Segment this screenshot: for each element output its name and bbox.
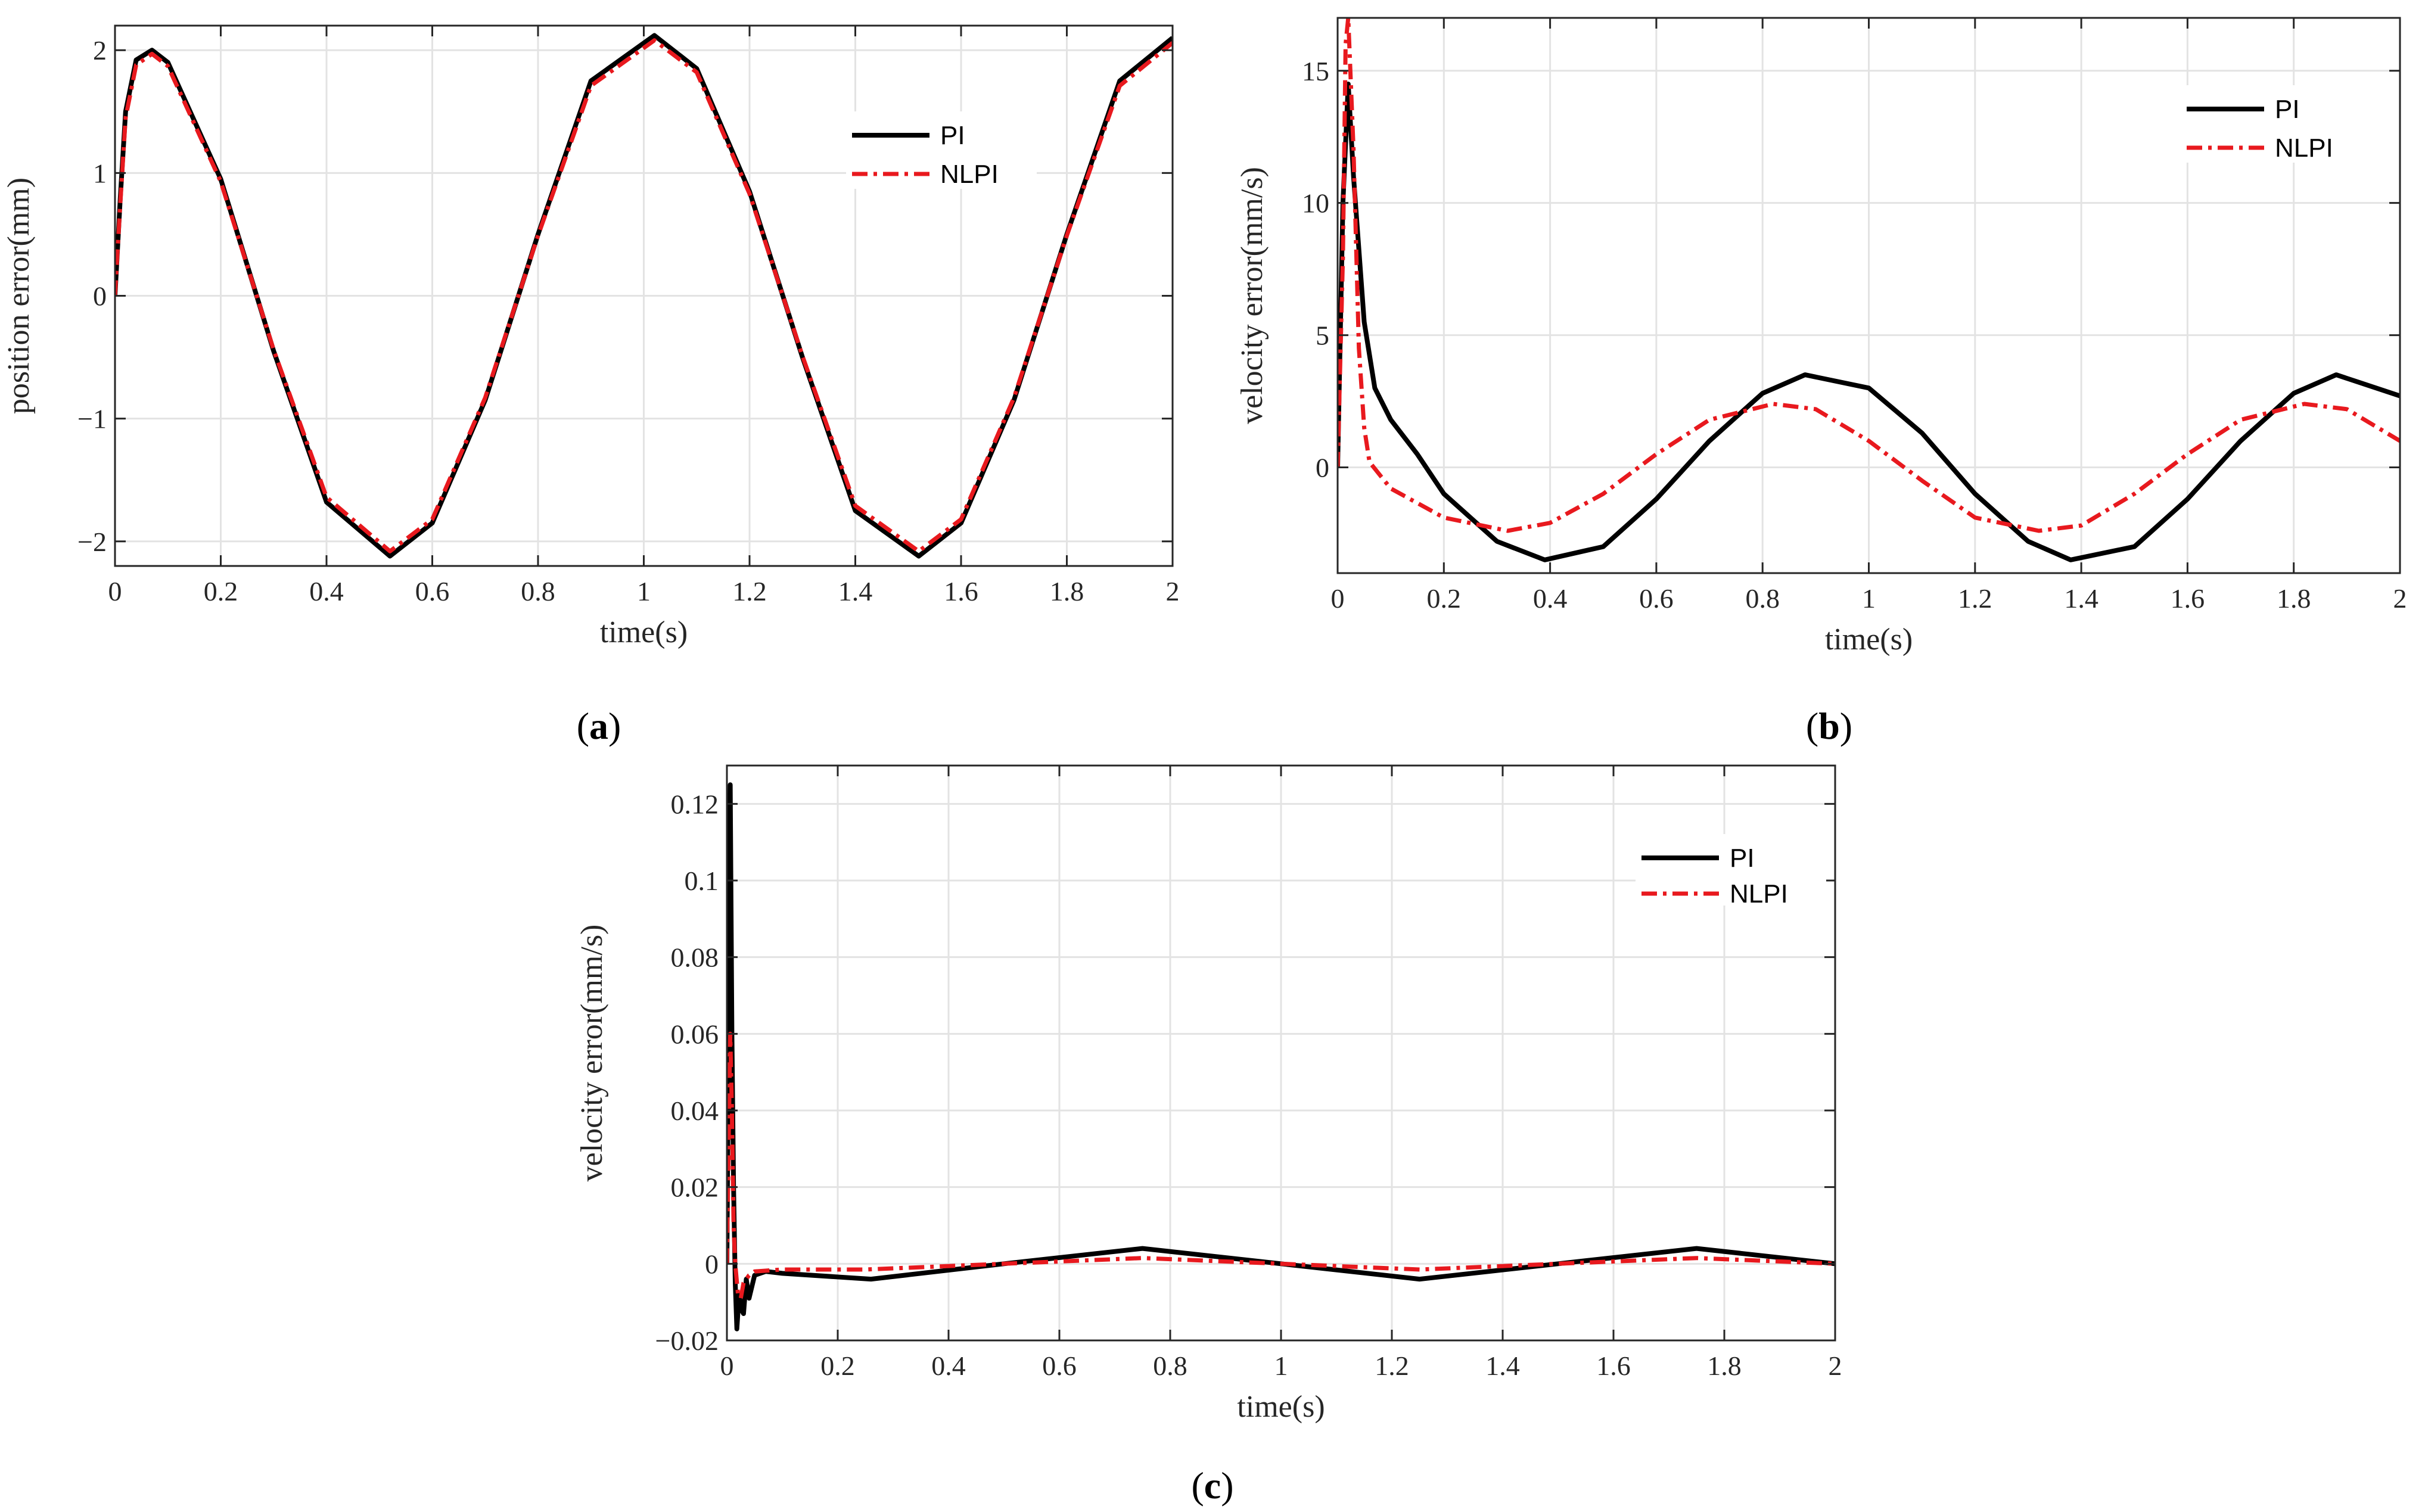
x-tick-label: 1 [1862, 583, 1876, 614]
y-tick-label: 0.06 [671, 1019, 719, 1049]
x-tick-label: 0 [108, 576, 122, 606]
y-tick-label: 0.12 [671, 789, 719, 819]
series-group [1338, 18, 2400, 562]
series-group [727, 782, 1835, 1331]
x-tick-label: 1.4 [2064, 583, 2098, 614]
legend-box [1636, 834, 1826, 906]
y-axis-label: velocity error(mm/s) [1235, 167, 1269, 424]
grid [1336, 18, 2401, 573]
y-tick-label: −1 [77, 404, 107, 434]
series-line-nlpi [1338, 18, 2400, 533]
caption-letter: b [1818, 705, 1840, 747]
y-axis-label: velocity error(mm/s) [575, 925, 609, 1182]
y-tick-label: 1 [93, 158, 107, 188]
legend-label-nlpi: NLPI [2275, 133, 2333, 163]
x-tick-label: 0 [1331, 583, 1345, 614]
y-tick-label: 0.02 [671, 1172, 719, 1203]
y-axis-label: position error(mm) [2, 178, 36, 414]
x-tick-label: 0.8 [1745, 583, 1780, 614]
x-tick-label: 0 [720, 1351, 734, 1381]
series-line-pi [1338, 82, 2400, 562]
y-tick-label: 15 [1302, 56, 1329, 86]
x-tick-label: 0.2 [204, 576, 238, 606]
y-tick-label: 2 [93, 35, 107, 66]
caption-letter: a [589, 705, 608, 747]
caption-close: ) [1840, 705, 1852, 747]
caption-open: ( [1806, 705, 1818, 747]
series-line-nlpi [115, 38, 1173, 553]
legend-box [846, 111, 1037, 189]
y-tick-label: −2 [77, 527, 107, 557]
panel-caption: (a) [577, 705, 621, 747]
x-tick-label: 1.6 [944, 576, 978, 606]
caption-letter: c [1204, 1464, 1221, 1507]
series-line-pi [115, 33, 1173, 559]
legend-label-nlpi: NLPI [940, 160, 999, 189]
legend: PI NLPI [846, 111, 1037, 189]
x-tick-label: 0.4 [1533, 583, 1568, 614]
legend: PI NLPI [2181, 85, 2377, 163]
y-tick-label: 0 [1316, 452, 1329, 483]
x-tick-label: 1.8 [1050, 576, 1084, 606]
x-tick-label: 0.4 [931, 1351, 966, 1381]
x-tick-label: 0.8 [1153, 1351, 1187, 1381]
x-tick-label: 2 [1166, 576, 1180, 606]
x-tick-label: 1.8 [1707, 1351, 1742, 1381]
x-tick-label: 1.2 [1958, 583, 1992, 614]
x-tick-label: 2 [1829, 1351, 1842, 1381]
x-tick-label: 1 [637, 576, 651, 606]
y-tick-label: 5 [1316, 321, 1329, 351]
x-axis-label: time(s) [1825, 623, 1913, 657]
x-tick-label: 0.2 [1427, 583, 1462, 614]
x-axis-label: time(s) [1237, 1390, 1325, 1424]
x-tick-label: 0.4 [309, 576, 344, 606]
legend-label-pi: PI [1730, 844, 1755, 873]
x-tick-label: 1 [1274, 1351, 1288, 1381]
y-tick-label: 0.08 [671, 942, 719, 973]
legend-box [2181, 85, 2377, 163]
y-tick-label: 0 [705, 1249, 719, 1279]
caption-close: ) [608, 705, 621, 747]
y-tick-label: 10 [1302, 188, 1329, 219]
series-group [115, 33, 1173, 559]
legend-label-pi: PI [940, 121, 965, 150]
caption-open: ( [1191, 1464, 1204, 1507]
x-tick-label: 2 [2393, 583, 2407, 614]
caption-close: ) [1221, 1464, 1233, 1507]
y-tick-label: −0.02 [655, 1326, 719, 1356]
legend-label-nlpi: NLPI [1730, 879, 1788, 909]
x-tick-label: 1.4 [1485, 1351, 1520, 1381]
y-tick-label: 0.04 [671, 1096, 719, 1126]
x-axis-label: time(s) [600, 615, 688, 649]
chart-panel-b: 0 0.2 0.4 0.6 0.8 1 1.2 1.4 1.6 1.8 2 0 5 10 15 time(s)… [1235, 17, 2407, 747]
series-line-nlpi [727, 1031, 1835, 1301]
chart-panel-a: 0 0.2 0.4 0.6 0.8 1 1.2 1.4 1.6 1.8 2 −2 −1 0 1 2 time(s… [2, 24, 1180, 747]
legend-label-pi: PI [2275, 95, 2300, 124]
x-tick-label: 0.8 [521, 576, 555, 606]
x-tick-label: 0.6 [1639, 583, 1674, 614]
chart-panel-c: 0 0.2 0.4 0.6 0.8 1 1.2 1.4 1.6 1.8 2−0.0200.020.0… [575, 764, 1842, 1507]
x-tick-label: 1.4 [838, 576, 873, 606]
grid [114, 26, 1174, 566]
y-tick-label: 0.1 [685, 866, 719, 896]
x-tick-label: 0.6 [415, 576, 450, 606]
x-tick-label: 1.2 [1375, 1351, 1409, 1381]
x-tick-label: 1.8 [2277, 583, 2311, 614]
panel-caption: (b) [1806, 705, 1852, 747]
panel-caption: (c) [1191, 1464, 1233, 1507]
x-tick-label: 0.6 [1042, 1351, 1077, 1381]
x-tick-label: 1.2 [732, 576, 767, 606]
x-tick-label: 1.6 [2171, 583, 2205, 614]
x-tick-label: 0.2 [820, 1351, 855, 1381]
x-tick-label: 1.6 [1596, 1351, 1631, 1381]
legend: PI NLPI [1636, 834, 1826, 909]
caption-open: ( [577, 705, 589, 747]
y-tick-label: 0 [93, 281, 107, 312]
